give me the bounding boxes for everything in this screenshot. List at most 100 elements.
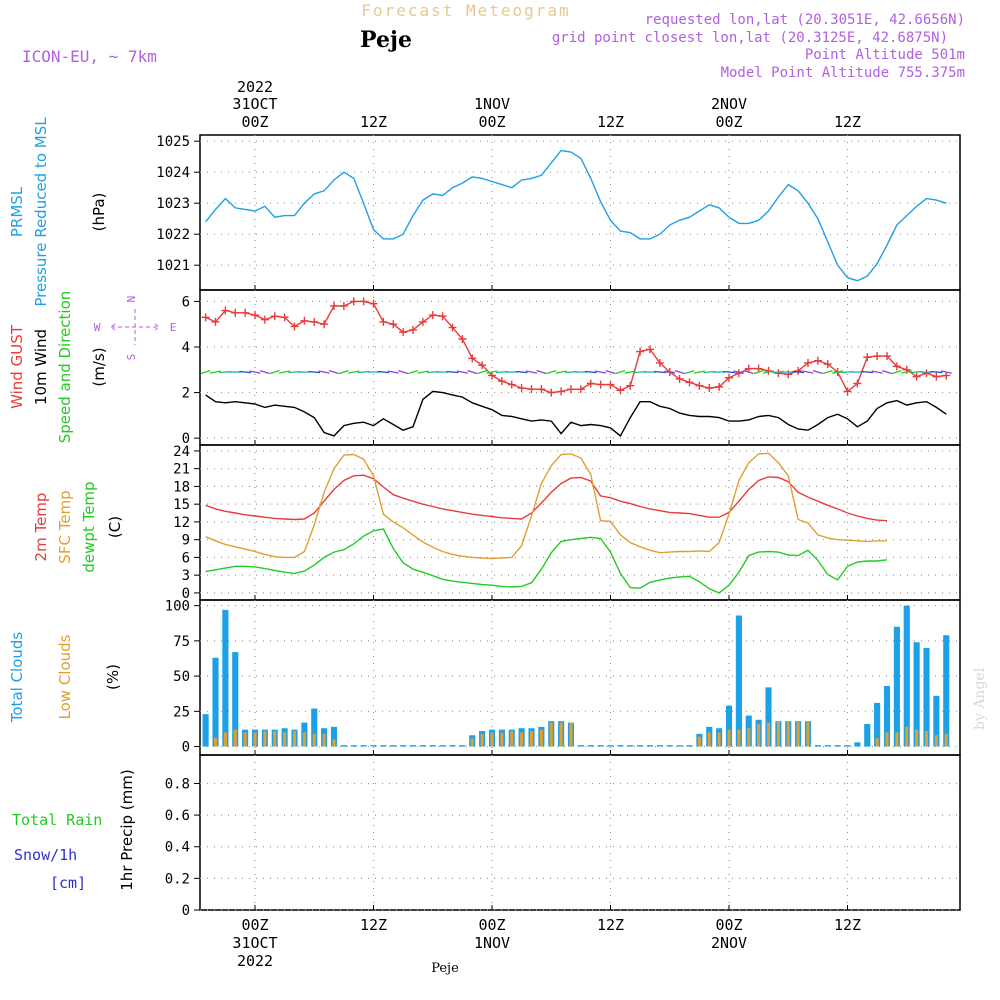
- low-cloud-bar: [490, 732, 494, 747]
- gust-marker: [655, 358, 664, 367]
- low-cloud-bar: [263, 731, 267, 747]
- total-cloud-bar: [409, 745, 417, 747]
- low-cloud-bar: [766, 722, 771, 747]
- gust-marker: [241, 308, 250, 317]
- gust-marker: [843, 387, 852, 396]
- total-cloud-bar: [735, 615, 742, 747]
- total-cloud-bar: [202, 714, 209, 747]
- wind-arrow: [762, 370, 775, 374]
- y-axis-title: 10m Wind: [32, 329, 50, 405]
- y-tick-label: 1022: [156, 227, 190, 243]
- wind-arrow: [871, 370, 883, 374]
- wind-arrow: [605, 369, 616, 375]
- total-cloud-bar: [617, 745, 624, 747]
- low-cloud-bar: [895, 732, 899, 747]
- low-cloud-bar: [0, 740, 3, 747]
- wind-arrow: [930, 370, 943, 374]
- wind-arrow: [664, 370, 676, 374]
- low-cloud-bar: [776, 721, 780, 747]
- total-cloud-bar: [419, 745, 426, 747]
- y-axis-title: Pressure Reduced to MSL: [32, 117, 50, 307]
- gust-marker: [231, 308, 240, 317]
- top-time-label: 12Z: [597, 113, 624, 131]
- y-tick-label: 1025: [156, 134, 190, 150]
- gust-marker: [715, 382, 724, 391]
- wind-arrow: [802, 370, 814, 374]
- gust-marker: [576, 385, 585, 394]
- total-cloud-bar: [874, 702, 881, 747]
- total-cloud-bar: [439, 745, 446, 747]
- total-cloud-bar: [903, 605, 910, 747]
- wind-arrow: [279, 370, 291, 374]
- series-line: [205, 528, 888, 594]
- wind-arrow: [318, 370, 330, 374]
- gust-marker: [794, 366, 803, 375]
- model-label: ICON-EU, ~ 7km: [22, 47, 157, 66]
- gust-marker: [705, 384, 714, 393]
- wind-arrow: [525, 370, 538, 374]
- y-tick-label: 21: [173, 462, 190, 478]
- gust-marker: [270, 312, 279, 321]
- low-cloud-bar: [273, 731, 277, 747]
- credit-watermark: by Angel: [972, 667, 988, 730]
- gust-marker: [804, 358, 812, 367]
- wind-arrow: [200, 369, 211, 375]
- panel-plot: [205, 149, 947, 282]
- total-cloud-bar: [380, 745, 387, 747]
- bottom-time-label: 00Z: [715, 916, 742, 934]
- y-axis-title: Wind GUST: [8, 324, 26, 409]
- gust-marker: [823, 360, 832, 369]
- panel-frame: [199, 289, 961, 446]
- y-tick-label: 4: [182, 340, 190, 356]
- low-cloud-bar: [470, 738, 474, 747]
- total-cloud-bar: [311, 708, 318, 747]
- wind-arrow: [595, 370, 607, 374]
- y-axis-title: 2m Temp: [32, 493, 50, 562]
- wind-arrow: [446, 370, 459, 374]
- model-altitude: Model Point Altitude 755.375m: [721, 65, 965, 81]
- wind-arrow: [792, 370, 805, 374]
- panel-plot: [205, 452, 888, 594]
- low-cloud-bar: [707, 732, 711, 747]
- gust-marker: [616, 386, 625, 395]
- y-tick-label: 50: [173, 669, 190, 685]
- gust-marker: [359, 297, 368, 306]
- total-cloud-bar: [577, 745, 584, 747]
- compass-arrow-icon: [110, 309, 160, 345]
- gust-marker: [389, 320, 398, 329]
- y-axis-title: SFC Temp: [56, 490, 74, 563]
- gust-marker: [458, 335, 467, 344]
- total-cloud-bar: [725, 705, 733, 747]
- wind-arrow: [408, 369, 418, 375]
- bottom-date-label: 31OCT: [232, 934, 277, 952]
- gust-marker: [606, 380, 615, 389]
- bottom-time-label: 12Z: [834, 916, 861, 934]
- y-tick-label: 2: [182, 386, 190, 402]
- wind-arrow: [456, 370, 468, 374]
- wind-arrow: [377, 370, 390, 374]
- wind-arrow: [515, 370, 528, 374]
- total-cloud-bar: [883, 685, 891, 747]
- y-tick-label: 6: [182, 550, 190, 566]
- total-cloud-bar: [390, 745, 397, 747]
- gust-marker: [251, 311, 259, 320]
- wind-arrow: [723, 370, 735, 374]
- top-date-label: 31OCT: [232, 95, 277, 113]
- total-cloud-bar: [676, 745, 683, 747]
- y-tick-label: 0: [182, 740, 190, 756]
- gust-marker: [280, 313, 289, 322]
- wind-arrow: [882, 369, 892, 375]
- gust-marker: [646, 345, 654, 354]
- low-cloud-bar: [520, 732, 524, 747]
- wind-arrow: [812, 369, 823, 375]
- wind-arrow: [555, 370, 567, 374]
- gust-marker: [754, 364, 763, 373]
- total-cloud-bar: [350, 745, 357, 747]
- y-axis-title: Total Clouds: [8, 632, 26, 724]
- compass-south: S: [125, 354, 138, 361]
- low-cloud-bar: [312, 733, 316, 747]
- gust-marker: [527, 385, 536, 394]
- total-cloud-bar: [824, 745, 831, 747]
- y-axis-title: Speed and Direction: [56, 291, 74, 444]
- y-tick-label: 1023: [156, 196, 190, 212]
